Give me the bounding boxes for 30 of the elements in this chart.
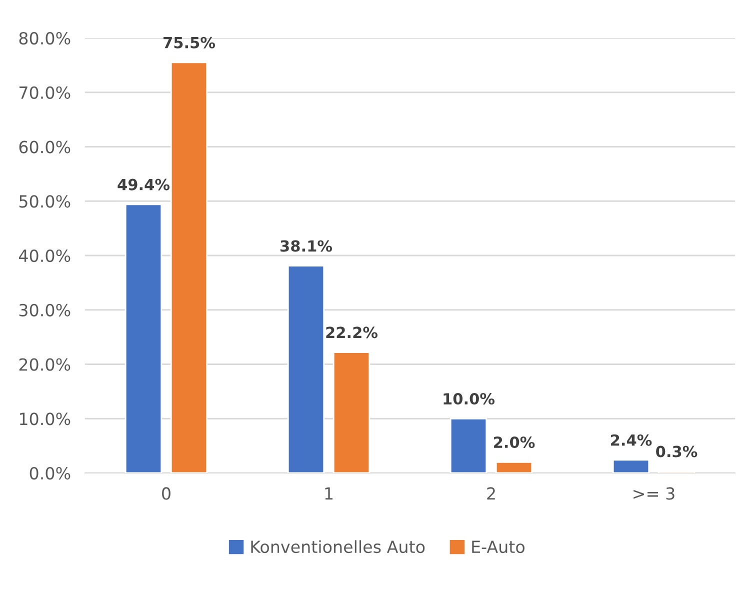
data-label: 2.4% [611,434,652,446]
bar [124,204,162,473]
y-tick-label: 50.0% [19,195,70,208]
y-tick-label: 0.0% [30,466,70,480]
y-tick-label: 20.0% [19,358,70,371]
bar [170,62,208,473]
x-tick-label: 1 [325,487,333,500]
bar [495,461,533,473]
bar [612,459,650,473]
data-label: 0.3% [656,446,698,458]
y-tick-label: 40.0% [18,249,70,262]
y-tick-label: 70.0% [20,86,70,99]
legend-label: Konventionelles Auto [251,540,425,554]
x-tick-label: 2 [487,487,495,500]
data-label: 2.0% [494,436,535,448]
x-tick-label: 0 [162,487,170,500]
y-tick-label: 10.0% [20,412,70,426]
data-label: 38.1% [280,240,332,252]
legend-label: E-Auto [472,540,524,554]
y-tick-label: 30.0% [19,304,70,316]
bar [332,352,370,473]
x-tick-label: >= 3 [634,487,674,500]
y-tick-label: 80.0% [19,32,70,45]
data-label: 49.4% [118,178,170,190]
data-label: 10.0% [444,393,495,405]
y-tick-label: 60.0% [19,140,70,154]
bar [287,265,325,473]
data-label: 75.5% [164,36,216,48]
bar [450,418,488,473]
data-label: 22.2% [326,326,378,338]
